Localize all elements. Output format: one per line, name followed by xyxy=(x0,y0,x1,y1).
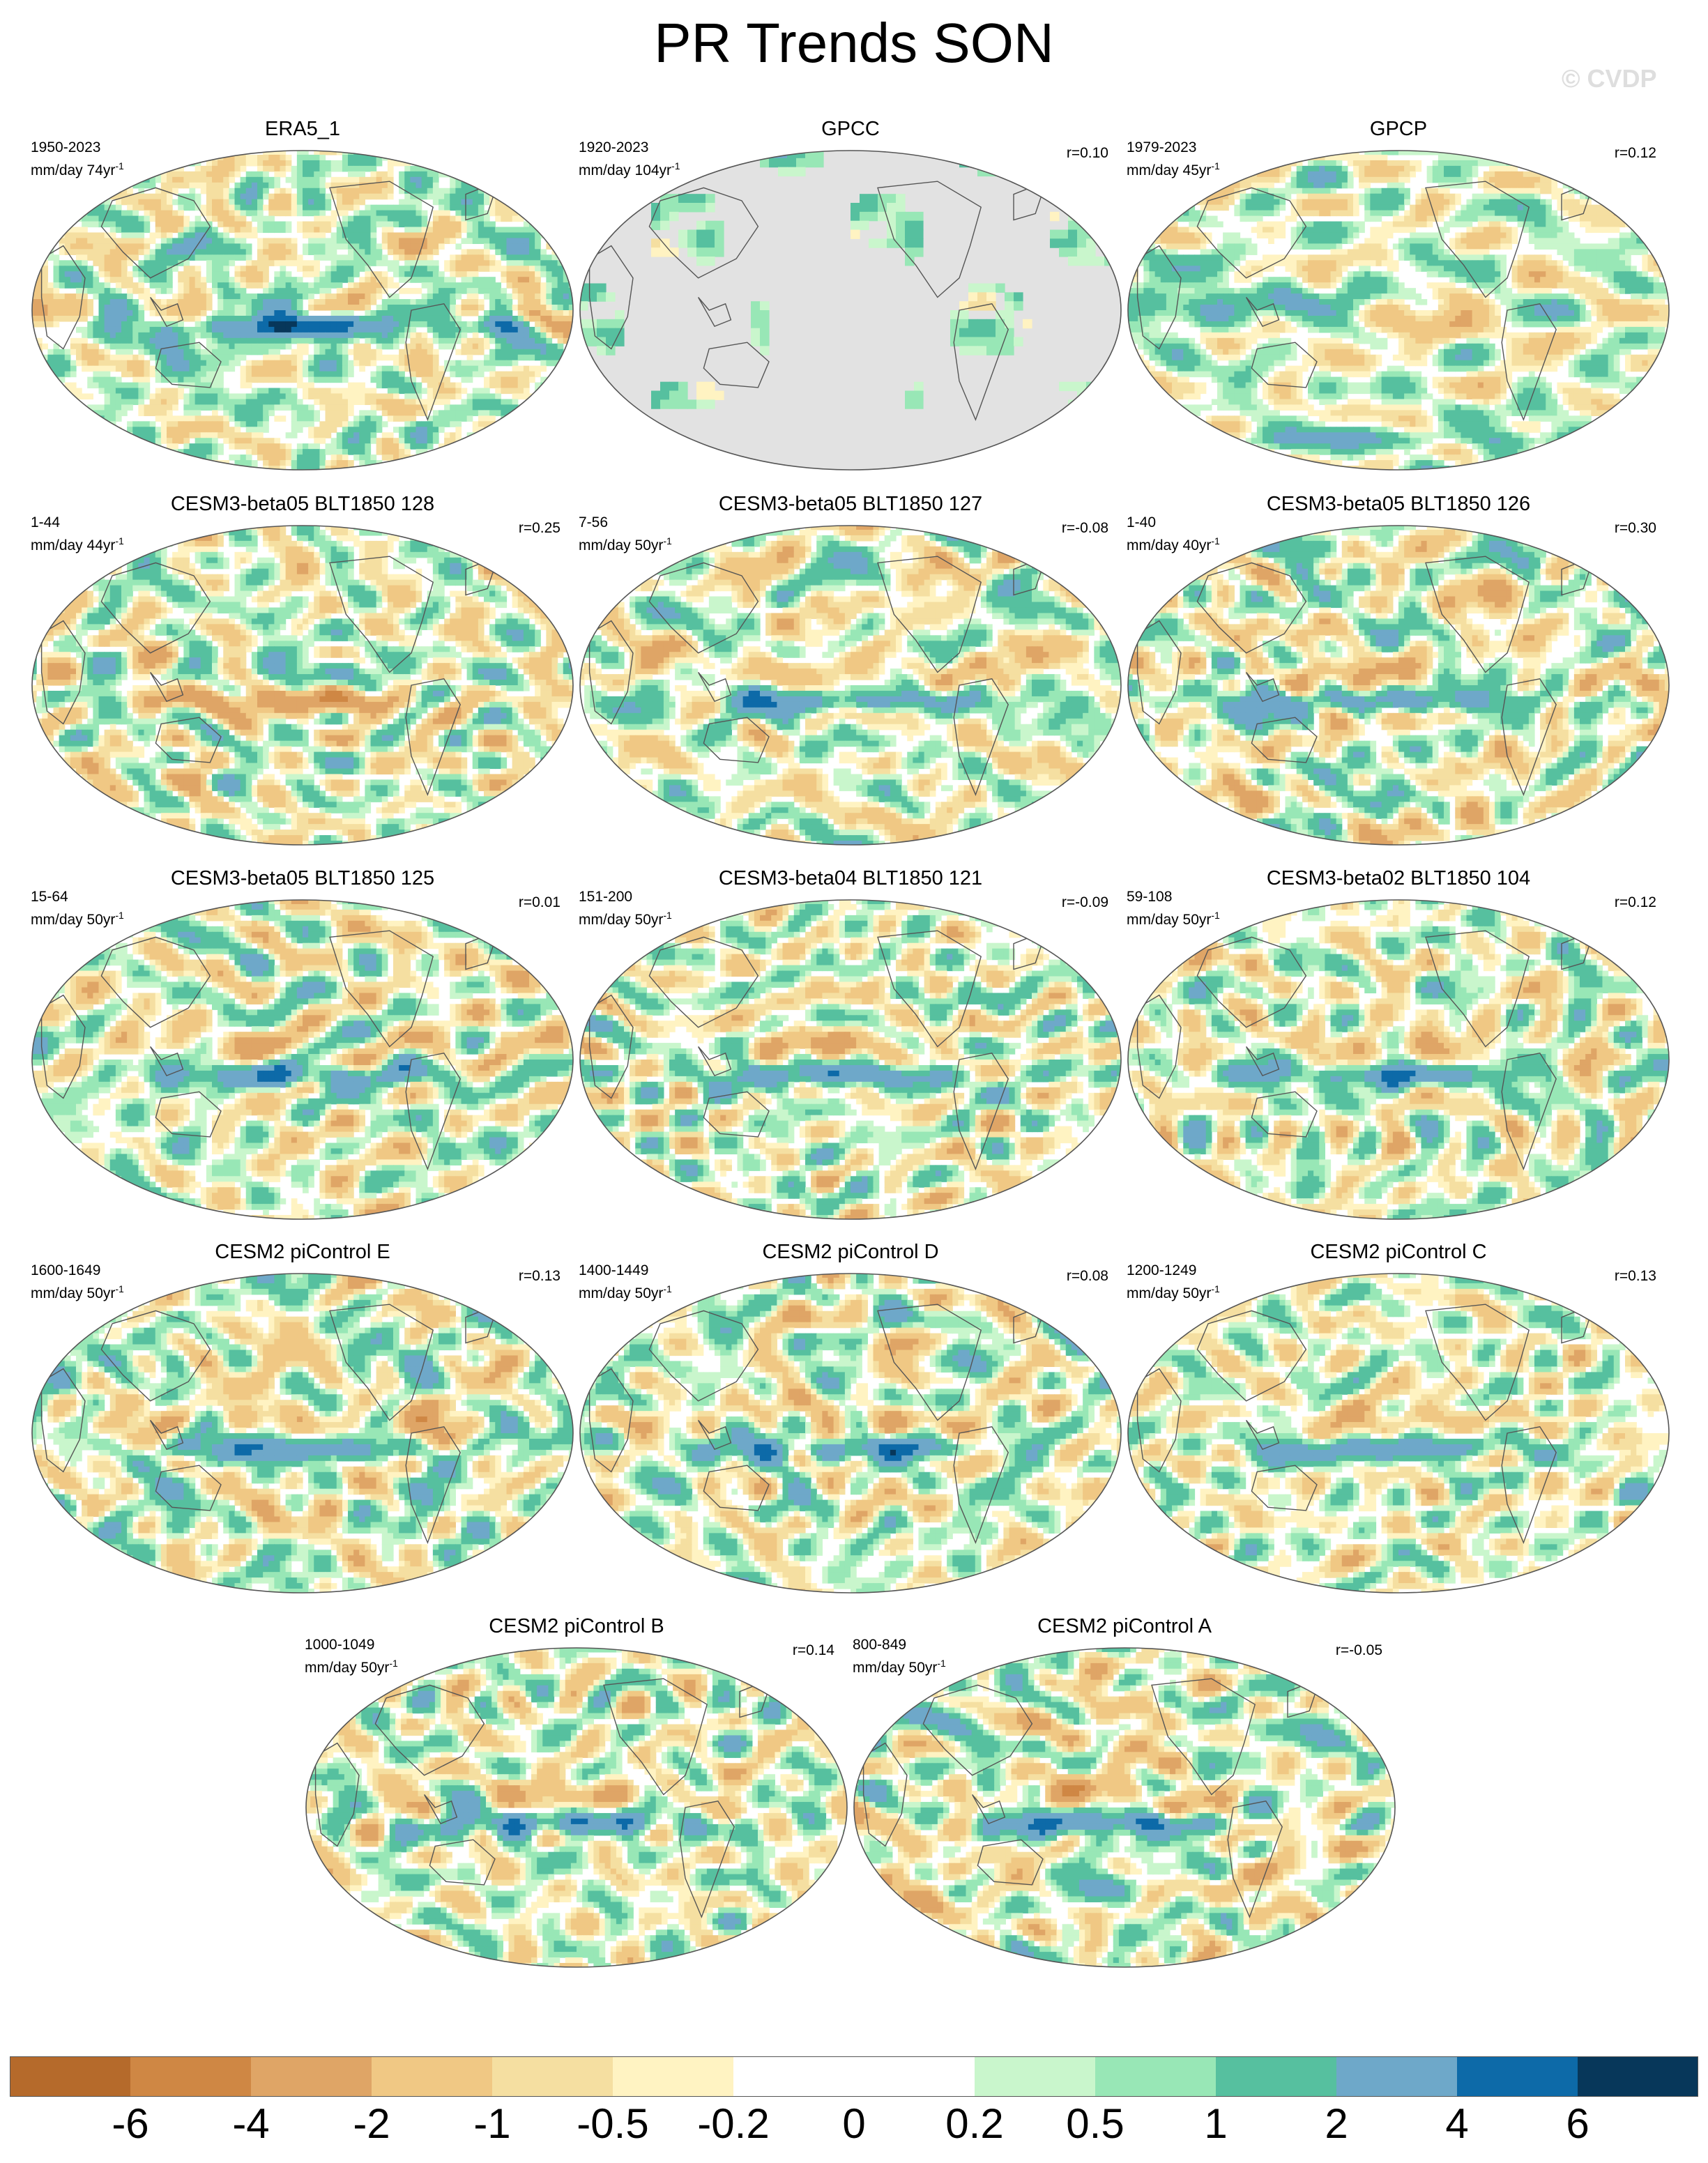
colorbar-bin xyxy=(854,2056,975,2097)
colorbar-tick-label: 1 xyxy=(1204,2100,1227,2148)
panel-title: CESM3-beta05 BLT1850 127 xyxy=(579,492,1122,516)
colorbar-tick-label: 6 xyxy=(1566,2100,1589,2148)
colorbar-tick-label: 0.5 xyxy=(1066,2100,1124,2148)
colorbar-bin xyxy=(733,2056,855,2097)
panel-title: CESM3-beta05 BLT1850 126 xyxy=(1127,492,1670,516)
robinson-map xyxy=(31,1272,574,1594)
panel-title: ERA5_1 xyxy=(31,117,574,141)
colorbar-bin xyxy=(372,2056,493,2097)
robinson-map xyxy=(579,524,1122,846)
colorbar-bin xyxy=(1336,2056,1458,2097)
watermark: © CVDP xyxy=(1562,64,1657,93)
colorbar-tick-label: 0.2 xyxy=(945,2100,1003,2148)
robinson-map xyxy=(579,899,1122,1221)
colorbar-bin xyxy=(1578,2056,1698,2097)
map-panel: CESM3-beta05 BLT1850 128 1-44 mm/day 44yr-… xyxy=(31,492,574,848)
panel-title: CESM2 piControl A xyxy=(853,1614,1396,1638)
panel-title: CESM3-beta02 BLT1850 104 xyxy=(1127,866,1670,890)
map-panel: CESM3-beta04 BLT1850 121 151-200 mm/day 50… xyxy=(579,866,1122,1222)
colorbar-bin xyxy=(130,2056,252,2097)
panel-title: CESM2 piControl B xyxy=(305,1614,848,1638)
panel-title: GPCC xyxy=(579,117,1122,141)
colorbar-bin xyxy=(1216,2056,1337,2097)
panel-title: CESM2 piControl E xyxy=(31,1240,574,1264)
robinson-map xyxy=(1127,149,1670,471)
map-panel: CESM2 piControl C 1200-1249 mm/day 50yr-1 r… xyxy=(1127,1240,1670,1596)
colorbar-tick-label: 0 xyxy=(842,2100,865,2148)
colorbar-tick-label: -6 xyxy=(112,2100,148,2148)
panel-title: CESM3-beta05 BLT1850 125 xyxy=(31,866,574,890)
robinson-map xyxy=(853,1646,1396,1969)
panel-title: CESM2 piControl C xyxy=(1127,1240,1670,1264)
robinson-map xyxy=(1127,899,1670,1221)
panel-title: GPCP xyxy=(1127,117,1670,141)
map-panel: CESM2 piControl E 1600-1649 mm/day 50yr-1 r… xyxy=(31,1240,574,1596)
colorbar-bin xyxy=(10,2056,131,2097)
map-panel: GPCP 1979-2023 mm/day 45yr-1 r=0.12 xyxy=(1127,117,1670,473)
map-panel: ERA5_1 1950-2023 mm/day 74yr-1 xyxy=(31,117,574,473)
map-panel: CESM2 piControl B 1000-1049 mm/day 50yr-1 r… xyxy=(305,1614,848,1970)
robinson-map xyxy=(305,1646,848,1969)
map-panel: CESM3-beta02 BLT1850 104 59-108 mm/day 50y… xyxy=(1127,866,1670,1222)
colorbar-bin xyxy=(492,2056,613,2097)
panel-title: CESM3-beta04 BLT1850 121 xyxy=(579,866,1122,890)
panel-title: CESM2 piControl D xyxy=(579,1240,1122,1264)
colorbar-tick-label: -0.2 xyxy=(697,2100,769,2148)
colorbar xyxy=(10,2056,1698,2097)
robinson-map xyxy=(579,149,1122,471)
map-panel: CESM3-beta05 BLT1850 125 15-64 mm/day 50yr… xyxy=(31,866,574,1222)
robinson-map xyxy=(579,1272,1122,1594)
map-panel: GPCC 1920-2023 mm/day 104yr-1 r=0.10 xyxy=(579,117,1122,473)
colorbar-tick-label: -4 xyxy=(232,2100,269,2148)
colorbar-tick-label: 2 xyxy=(1325,2100,1348,2148)
map-panel: CESM3-beta05 BLT1850 126 1-40 mm/day 40yr-… xyxy=(1127,492,1670,848)
map-panel: CESM2 piControl A 800-849 mm/day 50yr-1 r=-… xyxy=(853,1614,1396,1970)
colorbar-bin xyxy=(251,2056,372,2097)
colorbar-tick-label: 4 xyxy=(1445,2100,1468,2148)
colorbar-tick-label: -1 xyxy=(473,2100,510,2148)
figure-title: PR Trends SON xyxy=(0,10,1708,77)
colorbar-tick-label: -0.5 xyxy=(577,2100,648,2148)
colorbar-bin xyxy=(1457,2056,1578,2097)
panel-title: CESM3-beta05 BLT1850 128 xyxy=(31,492,574,516)
robinson-map xyxy=(31,524,574,846)
colorbar-tick-label: -2 xyxy=(353,2100,390,2148)
colorbar-bin xyxy=(975,2056,1096,2097)
robinson-map xyxy=(1127,524,1670,846)
colorbar-bin xyxy=(613,2056,734,2097)
map-panel: CESM2 piControl D 1400-1449 mm/day 50yr-1 r… xyxy=(579,1240,1122,1596)
map-panel: CESM3-beta05 BLT1850 127 7-56 mm/day 50yr-… xyxy=(579,492,1122,848)
robinson-map xyxy=(31,899,574,1221)
robinson-map xyxy=(1127,1272,1670,1594)
robinson-map xyxy=(31,149,574,471)
colorbar-bin xyxy=(1095,2056,1217,2097)
